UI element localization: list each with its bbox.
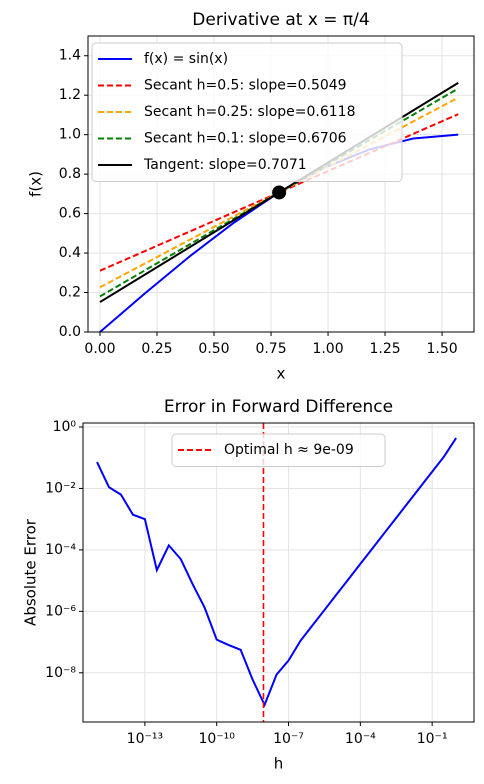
y-tick-label: 0.6 xyxy=(59,206,81,222)
y-tick-label: 0.8 xyxy=(59,166,81,182)
x-tick-label: 0.75 xyxy=(255,341,286,357)
y-tick-label: 10⁻⁶ xyxy=(45,603,76,619)
x-tick-label: 10⁻¹³ xyxy=(127,731,163,747)
x-axis-label: x xyxy=(277,365,286,383)
legend-label: Secant h=0.25: slope=0.6118 xyxy=(144,104,356,120)
legend-label: Tangent: slope=0.7071 xyxy=(143,157,307,173)
legend-box xyxy=(171,433,386,467)
y-tick-label: 0.0 xyxy=(59,324,81,340)
y-tick-label: 1.0 xyxy=(59,127,81,143)
legend-label: Optimal h ≈ 9e-09 xyxy=(224,442,354,458)
y-tick-label: 1.2 xyxy=(59,87,81,103)
tangent-point xyxy=(272,185,287,200)
chart-title: Derivative at x = π/4 xyxy=(192,10,369,30)
x-tick-label: 1.50 xyxy=(426,341,457,357)
y-tick-label: 0.2 xyxy=(59,285,81,301)
x-tick-label: 0.25 xyxy=(141,341,172,357)
y-axis-label: f(x) xyxy=(27,171,45,197)
x-tick-label: 1.00 xyxy=(312,341,343,357)
x-tick-label: 10⁻⁴ xyxy=(345,731,376,747)
legend-label: Secant h=0.5: slope=0.5049 xyxy=(144,78,347,94)
x-axis-label: h xyxy=(274,755,284,773)
x-tick-label: 10⁻¹⁰ xyxy=(198,731,235,747)
legend-label: Secant h=0.1: slope=0.6706 xyxy=(144,131,347,147)
x-tick-label: 1.25 xyxy=(369,341,400,357)
plot-frame xyxy=(87,35,475,333)
y-tick-label: 10⁰ xyxy=(53,419,77,435)
legend-box xyxy=(91,42,403,182)
x-tick-label: 0.50 xyxy=(198,341,229,357)
chart-title: Error in Forward Difference xyxy=(164,397,393,417)
y-axis-label: Absolute Error xyxy=(22,518,40,626)
y-tick-label: 0.4 xyxy=(59,245,81,261)
x-tick-label: 10⁻¹ xyxy=(417,731,448,747)
x-tick-label: 10⁻⁷ xyxy=(273,731,304,747)
series-line xyxy=(96,437,457,708)
y-tick-label: 10⁻⁴ xyxy=(45,542,76,558)
x-tick-label: 0.00 xyxy=(84,341,115,357)
plot-frame xyxy=(82,422,475,723)
legend-label: f(x) = sin(x) xyxy=(144,51,228,67)
y-tick-label: 10⁻² xyxy=(45,480,76,496)
y-tick-label: 1.4 xyxy=(59,48,81,64)
y-tick-label: 10⁻⁸ xyxy=(45,665,76,681)
